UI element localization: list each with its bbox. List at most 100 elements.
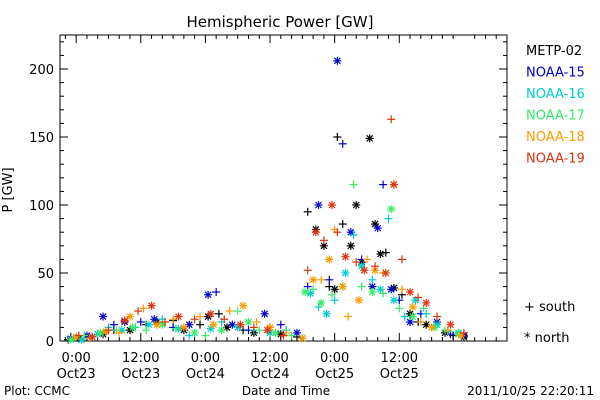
data-point-south xyxy=(171,324,180,333)
data-point-south xyxy=(136,317,145,326)
data-point-south xyxy=(368,275,377,284)
data-point-north xyxy=(387,205,396,214)
data-point-north xyxy=(330,285,339,294)
data-point-south xyxy=(330,296,339,305)
data-point-north xyxy=(376,249,385,258)
data-point-south xyxy=(397,285,406,294)
data-point-north xyxy=(185,320,194,329)
data-point-north xyxy=(327,201,336,209)
y-tick-label: 150 xyxy=(29,131,54,146)
data-point-south xyxy=(397,255,406,264)
y-tick-label: 200 xyxy=(29,63,54,78)
data-point-south xyxy=(379,289,388,298)
x-tick-label: 12:00 xyxy=(381,351,418,366)
data-point-north xyxy=(365,134,374,143)
data-point-south xyxy=(104,326,113,335)
data-point-north xyxy=(301,288,310,297)
data-point-north xyxy=(333,56,342,65)
data-point-south xyxy=(422,309,431,318)
data-point-north xyxy=(325,255,334,264)
data-point-north xyxy=(389,180,398,189)
data-point-south xyxy=(327,290,336,299)
data-point-south xyxy=(357,282,366,291)
data-point-south xyxy=(459,328,468,337)
data-point-south xyxy=(338,139,347,148)
data-point-south xyxy=(314,303,323,311)
data-point-north xyxy=(311,228,320,237)
data-point-south xyxy=(352,258,361,267)
data-point-north xyxy=(360,266,369,275)
data-point-south xyxy=(214,309,223,318)
data-point-north xyxy=(314,201,323,209)
data-point-north xyxy=(298,334,307,343)
data-point-south xyxy=(109,320,118,329)
legend-south: + south xyxy=(524,300,575,315)
data-point-north xyxy=(422,298,431,307)
data-point-north xyxy=(206,324,215,333)
data-point-south xyxy=(371,262,380,271)
data-point-south xyxy=(220,315,229,324)
data-point-south xyxy=(379,180,388,189)
data-point-south xyxy=(432,312,441,321)
data-point-north xyxy=(346,241,355,250)
data-point-south xyxy=(252,317,261,326)
data-point-south xyxy=(395,304,404,313)
data-point-north xyxy=(190,328,199,337)
data-point-north xyxy=(408,312,417,321)
x-axis-label: Date and Time xyxy=(242,384,330,398)
legend-entry: NOAA-18 xyxy=(526,130,585,145)
data-point-north xyxy=(128,323,137,332)
data-point-south xyxy=(333,228,342,237)
data-point-north xyxy=(206,309,215,318)
data-point-south xyxy=(249,323,258,332)
data-point-north xyxy=(427,323,436,332)
data-point-south xyxy=(196,320,205,329)
data-point-north xyxy=(292,328,301,337)
x-tick-label: 12:00 xyxy=(251,351,288,366)
x-tick-label: 0:00 xyxy=(62,351,91,366)
data-point-south xyxy=(344,312,353,321)
data-point-south xyxy=(325,275,334,284)
data-point-south xyxy=(233,307,242,316)
y-tick-label: 100 xyxy=(29,199,54,214)
data-point-north xyxy=(120,316,129,325)
data-point-north xyxy=(174,312,183,321)
legend-entry: NOAA-19 xyxy=(526,152,585,167)
x-tick-date: Oct24 xyxy=(251,367,290,382)
data-point-south xyxy=(303,207,312,216)
data-point-south xyxy=(317,275,326,284)
data-point-north xyxy=(88,332,97,341)
data-point-north xyxy=(236,320,245,329)
data-point-south xyxy=(333,133,342,141)
y-tick-label: 0 xyxy=(46,335,54,350)
data-point-south xyxy=(287,331,296,340)
data-point-north xyxy=(309,275,318,284)
data-point-north xyxy=(368,288,377,297)
data-point-south xyxy=(139,304,148,313)
data-point-north xyxy=(422,320,431,329)
data-point-south xyxy=(190,315,199,324)
legend-entry: NOAA-15 xyxy=(526,66,585,81)
data-point-north xyxy=(354,296,363,305)
data-point-north xyxy=(322,309,331,318)
data-point-south xyxy=(212,288,221,297)
data-point-south xyxy=(349,180,358,189)
data-point-north xyxy=(406,288,415,297)
legend-entry: NOAA-17 xyxy=(526,109,585,124)
data-point-north xyxy=(341,269,350,277)
data-point-south xyxy=(196,312,205,321)
y-tick-label: 50 xyxy=(37,267,54,282)
data-point-north xyxy=(317,298,326,307)
data-point-north xyxy=(381,269,390,277)
data-point-south xyxy=(303,266,312,275)
data-point-north xyxy=(179,323,188,332)
x-tick-label: 0:00 xyxy=(191,351,220,366)
data-point-south xyxy=(276,320,285,329)
legend-entry: METP-02 xyxy=(526,44,582,59)
data-point-north xyxy=(371,220,380,229)
data-point-south xyxy=(255,326,264,335)
data-point-south xyxy=(338,220,347,229)
data-point-south xyxy=(416,317,425,326)
data-point-north xyxy=(263,326,272,335)
